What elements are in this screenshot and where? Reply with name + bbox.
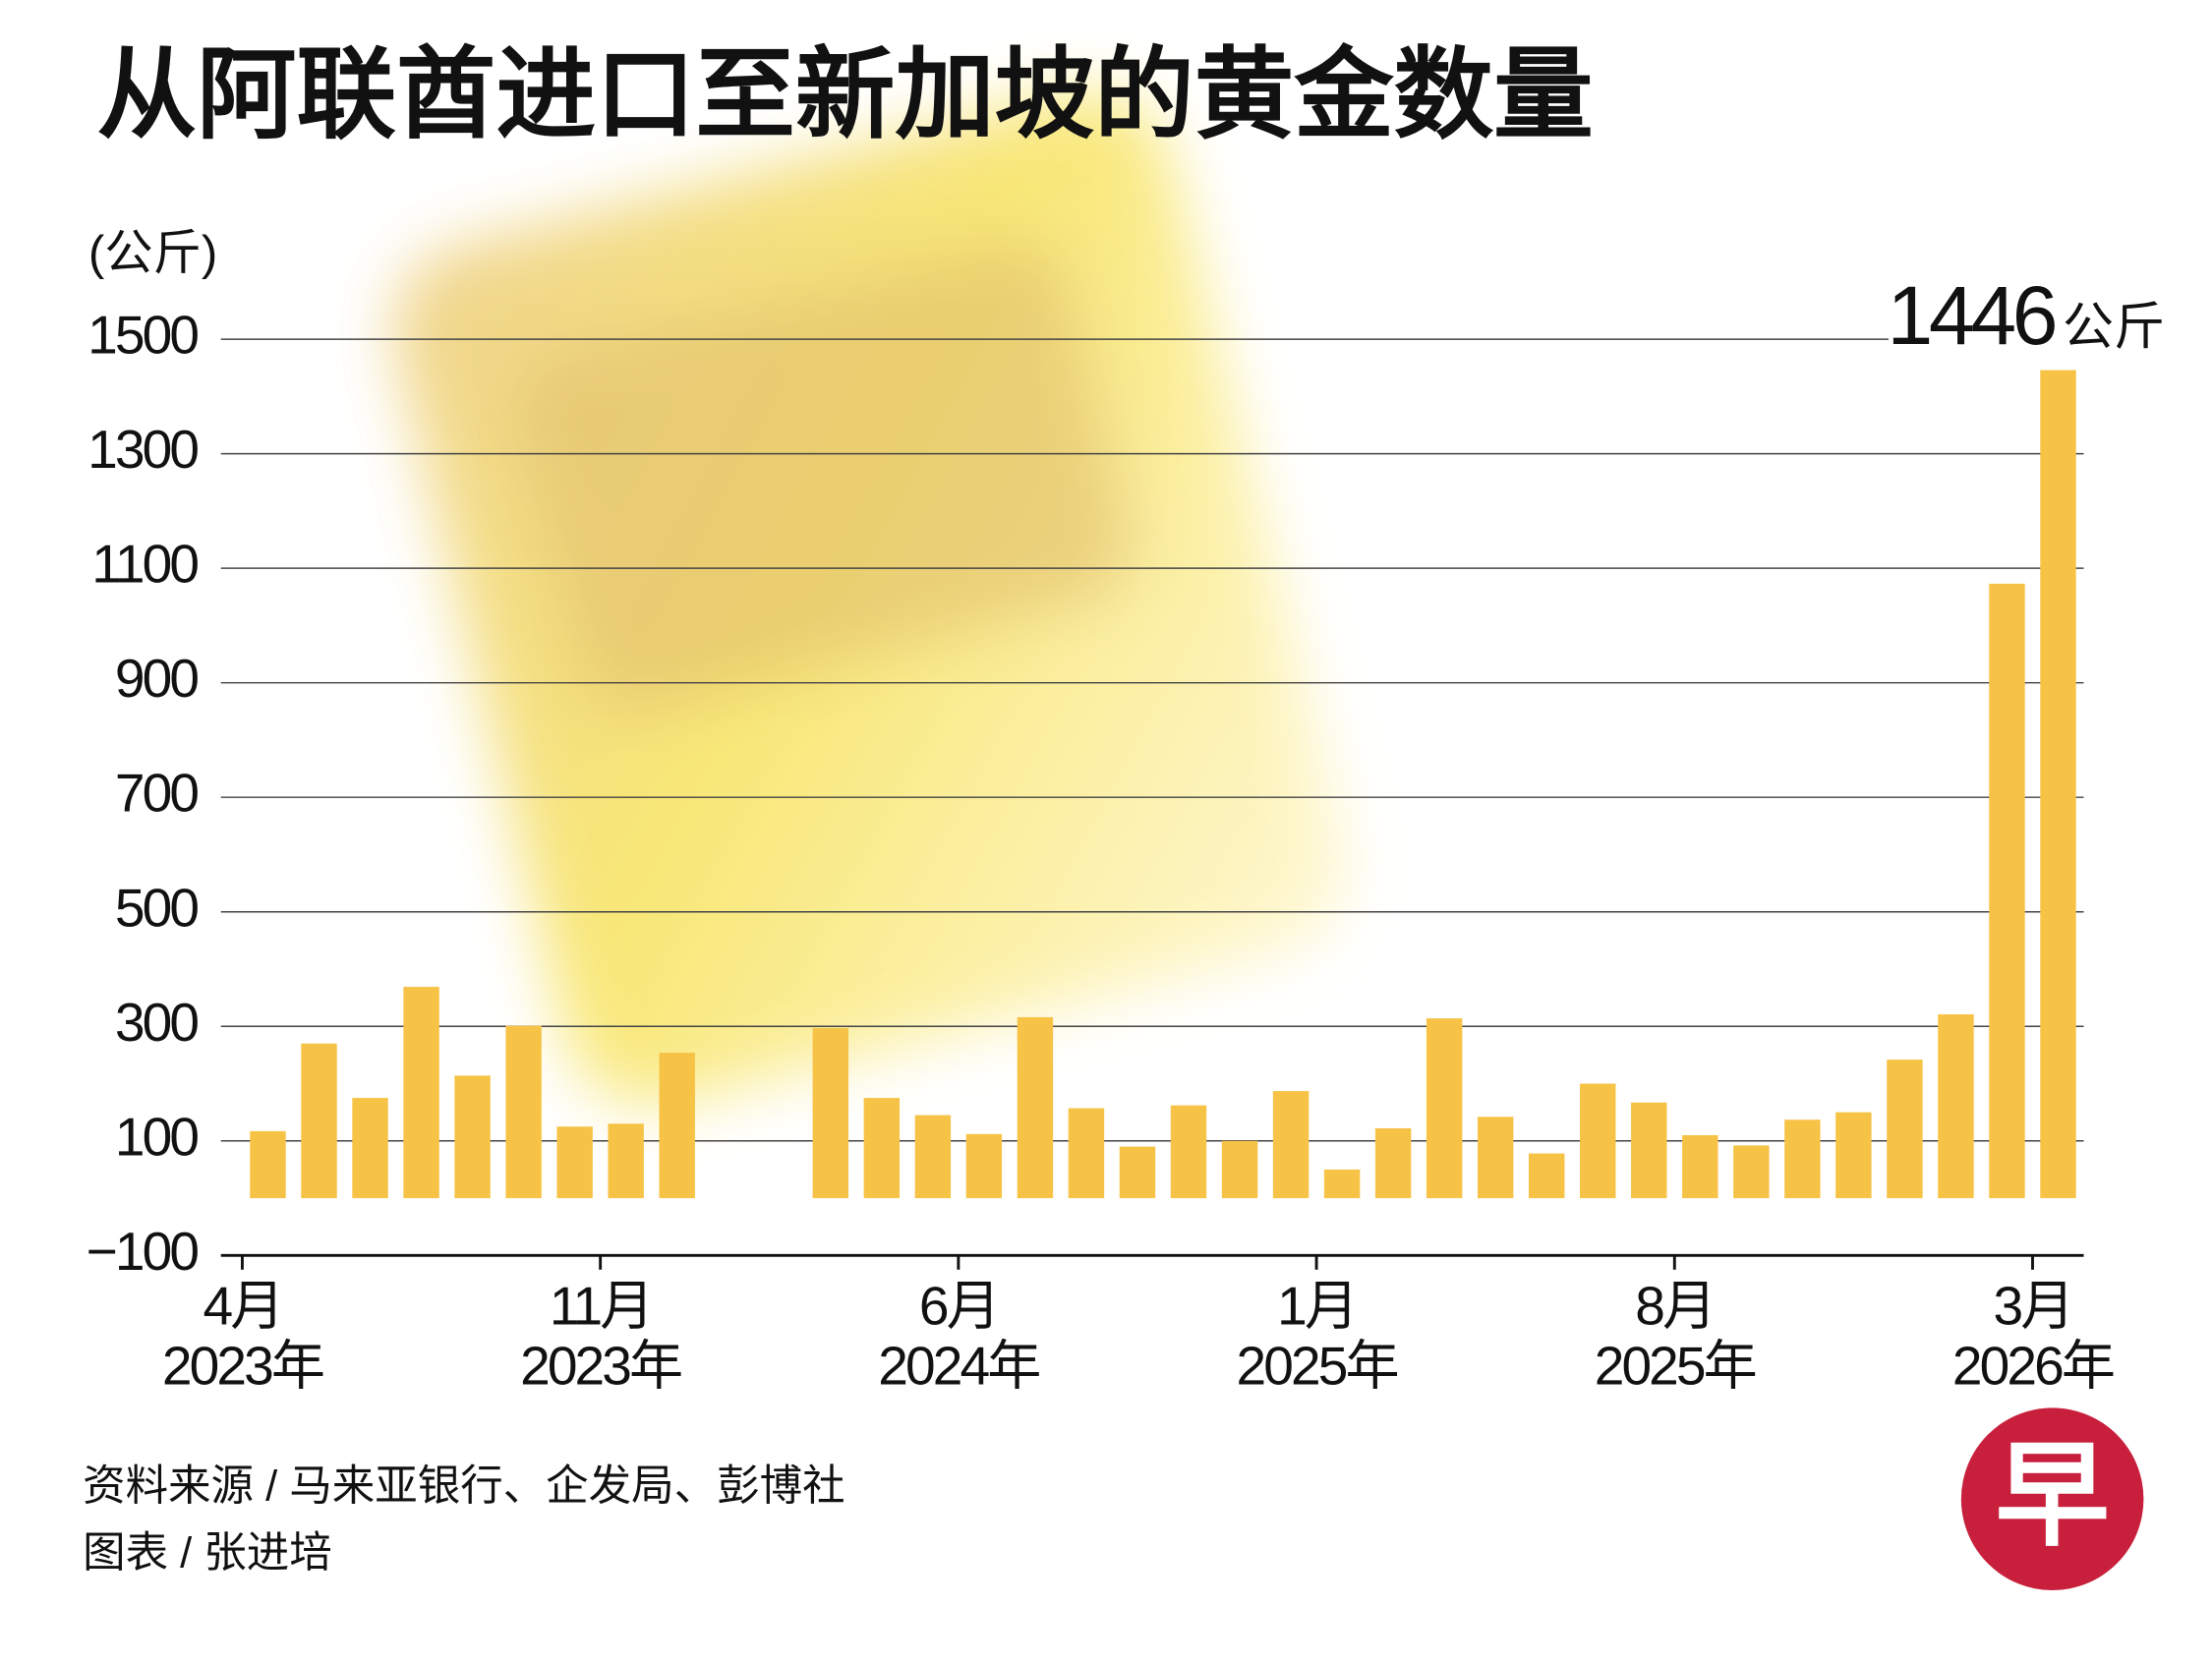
- y-tick-label: 900: [115, 648, 198, 709]
- chart-title: 从阿联酋进口至新加坡的黄金数量: [97, 38, 1594, 150]
- bar: [659, 1053, 695, 1199]
- x-tick-label: 1月 2025年: [1237, 1275, 1398, 1396]
- bar: [1068, 1108, 1105, 1199]
- bar: [1887, 1060, 1923, 1199]
- bar: [1529, 1153, 1565, 1199]
- bar: [1477, 1117, 1514, 1199]
- bar: [608, 1123, 644, 1199]
- x-tick-label: 8月 2025年: [1595, 1275, 1756, 1396]
- x-tick-label-line: 2026年: [1952, 1335, 2114, 1396]
- x-tick-label-line: 2025年: [1237, 1335, 1398, 1396]
- y-tick-label: 300: [115, 992, 198, 1053]
- y-tick-label: −100: [87, 1221, 199, 1282]
- bar: [1119, 1146, 1156, 1199]
- bar: [914, 1115, 952, 1199]
- x-tick-label-line: 1月: [1277, 1275, 1356, 1336]
- bar: [812, 1028, 849, 1199]
- x-tick-label-line: 2025年: [1595, 1335, 1756, 1396]
- bar: [1170, 1105, 1207, 1199]
- bar: [1580, 1083, 1616, 1199]
- x-tick-label: 4月 2023年: [162, 1275, 323, 1396]
- bar: [1733, 1145, 1770, 1199]
- credit-note: 图表 / 张进培: [83, 1530, 332, 1577]
- bar: [1272, 1091, 1310, 1199]
- x-tick-label-line: 6月: [919, 1275, 998, 1336]
- y-tick-label: 700: [115, 763, 198, 824]
- annotation-unit: 公斤: [2063, 299, 2165, 356]
- bar: [1784, 1119, 1821, 1199]
- bar: [1835, 1112, 1872, 1199]
- bar: [2040, 370, 2076, 1199]
- background-gold-bar: [393, 91, 1346, 1106]
- x-tick-label-line: 8月: [1635, 1275, 1714, 1336]
- logo-text: 早: [1996, 1432, 2110, 1560]
- bar: [454, 1075, 491, 1199]
- y-axis-label: (公斤): [88, 226, 217, 280]
- bar: [965, 1133, 1003, 1199]
- logo: 早: [1960, 1407, 2144, 1590]
- y-tick-label: 1100: [91, 534, 198, 595]
- x-tick-label-line: 4月: [203, 1275, 281, 1336]
- bar: [505, 1025, 542, 1199]
- logo-circle: [1960, 1407, 2144, 1590]
- bar: [250, 1130, 286, 1199]
- x-tick-label-line: 3月: [1994, 1275, 2072, 1336]
- y-tick-label: 500: [115, 877, 198, 938]
- bar: [556, 1126, 593, 1199]
- bar: [1682, 1134, 1718, 1199]
- x-tick-label-line: 2023年: [520, 1335, 681, 1396]
- x-tick-label: 11月 2023年: [520, 1275, 681, 1396]
- bar: [403, 987, 439, 1199]
- annotation-value: 1446: [1888, 269, 2056, 362]
- x-tick-label-line: 2024年: [878, 1335, 1039, 1396]
- bar: [1938, 1014, 1974, 1199]
- y-tick-label: 100: [115, 1106, 198, 1167]
- y-tick-label: 1500: [87, 305, 198, 366]
- bar: [863, 1098, 901, 1199]
- y-tick-label: 1300: [87, 419, 198, 480]
- bar: [1374, 1127, 1412, 1199]
- x-tick-label-line: 2023年: [162, 1335, 323, 1396]
- bar: [1017, 1016, 1054, 1199]
- bar: [1323, 1169, 1361, 1199]
- bar: [1989, 583, 2025, 1199]
- bar: [1631, 1102, 1667, 1199]
- x-tick-label: 3月 2026年: [1952, 1275, 2114, 1396]
- x-tick-label: 6月 2024年: [878, 1275, 1039, 1396]
- bar: [352, 1098, 388, 1199]
- bar: [1221, 1140, 1258, 1199]
- bar: [301, 1043, 337, 1199]
- x-tick-label-line: 11月: [550, 1275, 652, 1336]
- bar: [1426, 1018, 1463, 1199]
- source-note: 资料来源 / 马来亚银行、企发局、彭博社: [83, 1463, 844, 1511]
